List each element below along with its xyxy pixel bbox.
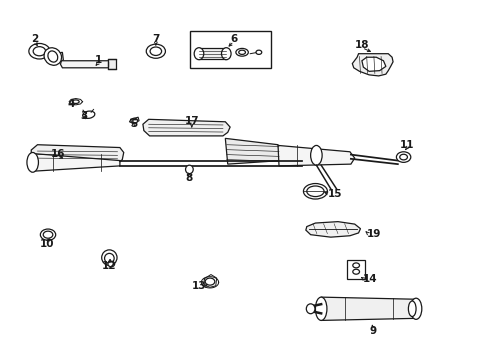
Ellipse shape: [43, 231, 53, 238]
Text: 3: 3: [80, 112, 87, 121]
Text: 5: 5: [129, 118, 137, 129]
Ellipse shape: [108, 261, 114, 267]
Polygon shape: [305, 222, 360, 237]
Polygon shape: [142, 119, 230, 136]
Polygon shape: [361, 57, 385, 71]
Text: 7: 7: [152, 34, 159, 44]
Ellipse shape: [399, 154, 407, 160]
Ellipse shape: [33, 47, 45, 56]
Text: 1: 1: [95, 55, 102, 65]
Text: 19: 19: [366, 229, 380, 239]
Text: 9: 9: [368, 326, 376, 336]
Ellipse shape: [82, 111, 95, 118]
Ellipse shape: [315, 297, 326, 320]
Ellipse shape: [305, 304, 314, 314]
Text: 4: 4: [67, 99, 75, 109]
Ellipse shape: [102, 250, 117, 265]
Polygon shape: [51, 52, 63, 65]
Ellipse shape: [104, 253, 114, 263]
Polygon shape: [225, 138, 280, 164]
Ellipse shape: [205, 278, 214, 285]
Text: 17: 17: [184, 116, 199, 126]
FancyBboxPatch shape: [346, 260, 365, 279]
Ellipse shape: [407, 301, 415, 316]
Text: 11: 11: [399, 140, 414, 150]
Ellipse shape: [131, 118, 137, 123]
Ellipse shape: [352, 269, 359, 274]
Ellipse shape: [303, 184, 327, 199]
Ellipse shape: [41, 229, 56, 240]
Text: 2: 2: [31, 34, 38, 44]
Polygon shape: [29, 154, 120, 171]
Text: 16: 16: [50, 149, 65, 158]
Polygon shape: [199, 48, 226, 59]
Polygon shape: [31, 145, 123, 164]
Ellipse shape: [29, 44, 50, 59]
Ellipse shape: [185, 165, 193, 174]
Ellipse shape: [150, 47, 161, 55]
Text: 10: 10: [40, 239, 54, 249]
Ellipse shape: [48, 51, 58, 62]
Ellipse shape: [235, 48, 248, 56]
Ellipse shape: [194, 48, 203, 60]
Text: 15: 15: [327, 189, 342, 199]
Ellipse shape: [396, 152, 410, 162]
Polygon shape: [61, 61, 112, 68]
Ellipse shape: [238, 50, 245, 54]
Polygon shape: [318, 297, 417, 320]
Text: 13: 13: [191, 281, 206, 291]
Ellipse shape: [256, 50, 261, 54]
Ellipse shape: [221, 48, 231, 60]
Text: 8: 8: [185, 173, 193, 183]
Polygon shape: [278, 145, 354, 166]
Ellipse shape: [27, 153, 39, 172]
Text: 14: 14: [362, 274, 377, 284]
FancyBboxPatch shape: [190, 31, 270, 68]
Text: 12: 12: [102, 261, 116, 271]
Text: 6: 6: [230, 34, 237, 44]
Text: 18: 18: [354, 40, 368, 50]
Ellipse shape: [352, 263, 359, 268]
Ellipse shape: [409, 298, 421, 319]
Polygon shape: [351, 54, 392, 76]
Ellipse shape: [146, 44, 165, 58]
Ellipse shape: [310, 145, 322, 165]
Polygon shape: [108, 59, 116, 68]
Ellipse shape: [306, 186, 324, 197]
Ellipse shape: [44, 48, 61, 65]
